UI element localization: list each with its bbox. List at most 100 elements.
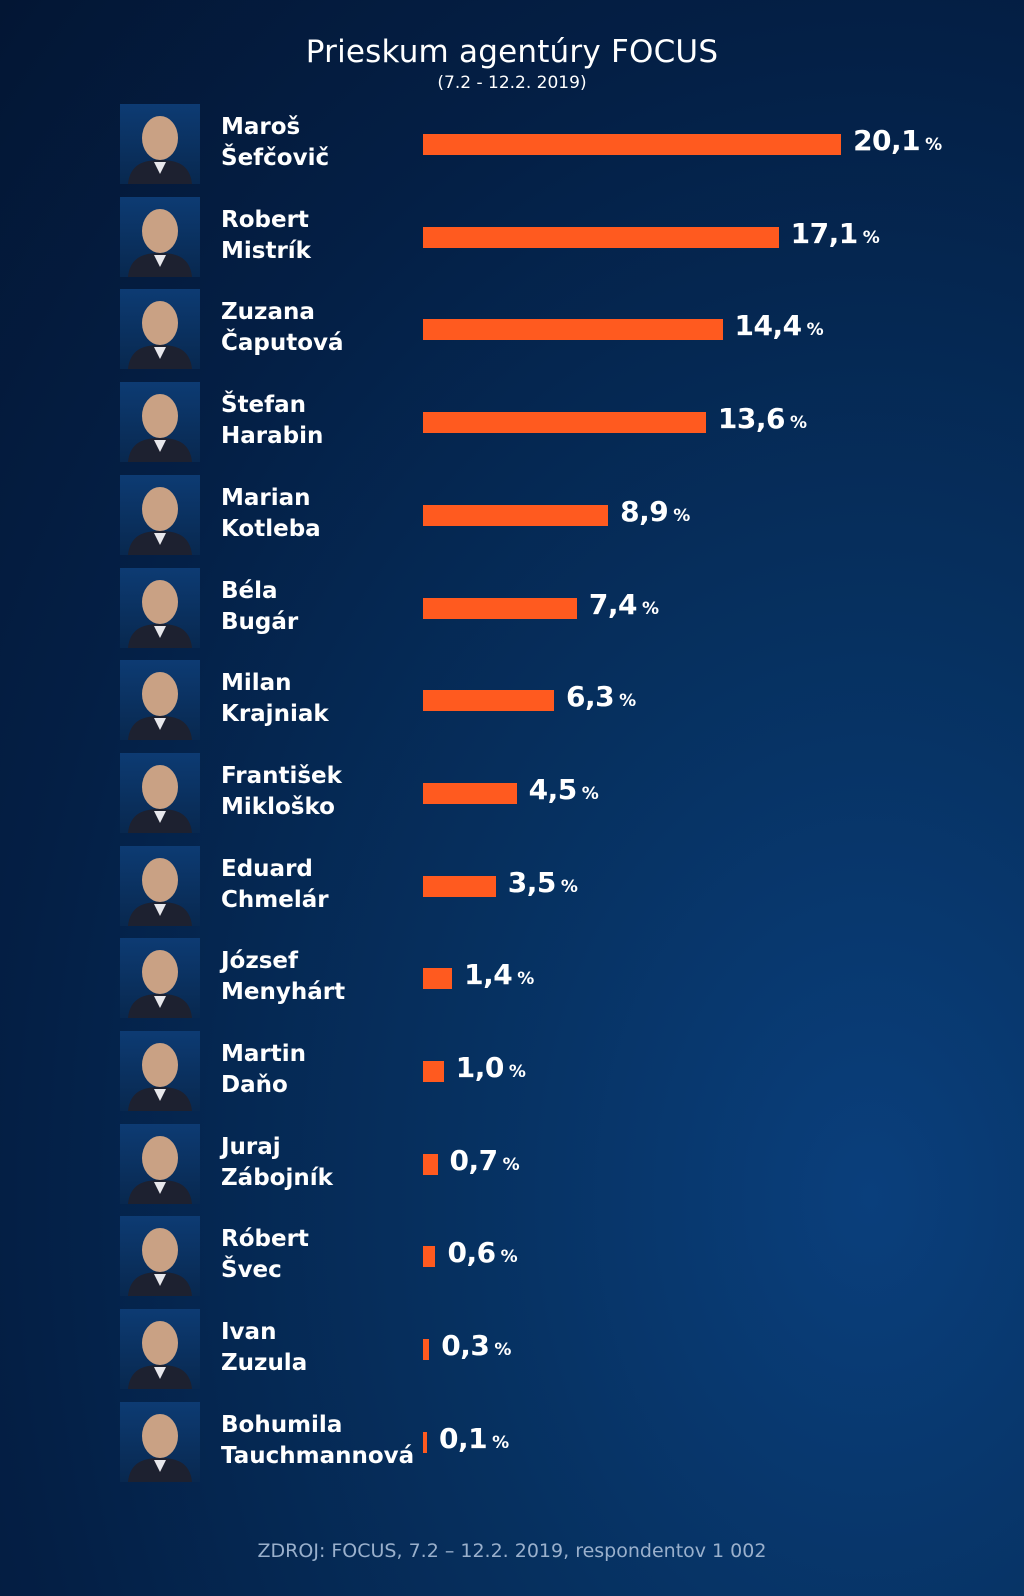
candidate-name: František Mikloško [221, 762, 342, 820]
percent-unit: % [619, 691, 636, 712]
value-label: 7,4% [589, 588, 659, 621]
candidate-row: Bohumila Tauchmannová 0,1% [0, 1401, 1024, 1482]
portrait-photo-icon [120, 1401, 200, 1482]
candidate-name: Bohumila Tauchmannová [221, 1411, 415, 1469]
percent-unit: % [806, 320, 824, 341]
candidate-name: Martin Daňo [221, 1041, 307, 1098]
value-label: 14,4% [735, 309, 824, 342]
portrait-photo-icon [120, 474, 200, 555]
value-label: 1,0% [456, 1051, 526, 1084]
percent-unit: % [508, 1062, 526, 1082]
candidate-name: Marian Kotleba [221, 484, 321, 542]
value-label: 0,6% [447, 1236, 517, 1269]
percent-unit: % [494, 1340, 511, 1361]
candidate-row: József Menyhárt 1,4% [0, 938, 1024, 1019]
bar [423, 1431, 427, 1453]
value-label: 6,3% [566, 680, 636, 713]
candidate-row: František Mikloško 4,5% [0, 752, 1024, 833]
percent-unit: % [789, 413, 807, 434]
candidate-name: Zuzana Čaputová [221, 299, 344, 357]
value-label: 1,4% [464, 958, 534, 991]
portrait-photo-icon [120, 752, 200, 833]
bar [423, 968, 453, 990]
value-number: 17,1 [790, 216, 859, 250]
value-label: 0,7% [450, 1144, 520, 1177]
value-label: 20,1% [853, 124, 942, 157]
candidate-row: Zuzana Čaputová 14,4% [0, 289, 1024, 370]
value-number: 8,9 [620, 494, 669, 528]
value-number: 0,7 [449, 1143, 499, 1177]
candidate-name: Béla Bugár [221, 577, 299, 635]
candidate-row: Štefan Harabin 13,6% [0, 382, 1024, 463]
portrait-photo-icon [120, 1123, 200, 1204]
candidate-name: Juraj Zábojník [221, 1133, 333, 1191]
value-number: 4,5 [528, 772, 578, 806]
portrait-photo-icon [120, 196, 200, 277]
portrait-photo-icon [120, 567, 200, 648]
percent-unit: % [560, 876, 578, 897]
candidate-row: Eduard Chmelár 3,5% [0, 845, 1024, 926]
bar [423, 134, 842, 155]
bar [423, 690, 555, 712]
percent-unit: % [862, 227, 880, 248]
portrait-photo-icon [120, 1309, 200, 1390]
value-label: 13,6% [718, 402, 807, 435]
value-number: 3,5 [507, 865, 557, 899]
chart-title: Prieskum agentúry FOCUS [305, 34, 719, 70]
candidate-name: Eduard Chmelár [221, 855, 329, 913]
percent-unit: % [581, 783, 599, 804]
candidate-row: Maroš Šefčovič 20,1% [0, 104, 1024, 184]
percent-unit: % [517, 969, 534, 990]
value-label: 17,1% [791, 217, 880, 250]
percent-unit: % [502, 1154, 520, 1175]
candidate-name: Štefan Harabin [221, 392, 324, 450]
bar [423, 1153, 438, 1175]
bar [423, 319, 723, 341]
value-number: 0,6 [447, 1236, 496, 1270]
value-number: 1,0 [455, 1051, 505, 1084]
value-number: 20,1 [853, 124, 921, 157]
value-label: 3,5% [508, 866, 578, 899]
portrait-photo-icon [120, 660, 200, 741]
bar [423, 504, 609, 526]
value-number: 0,1 [439, 1421, 488, 1455]
candidate-row: Martin Daňo 1,0% [0, 1031, 1024, 1111]
percent-unit: % [492, 1432, 509, 1453]
value-label: 0,1% [439, 1422, 509, 1455]
bar [423, 226, 779, 248]
bar [423, 412, 706, 434]
bar [423, 1061, 444, 1082]
portrait-photo-icon [120, 845, 200, 926]
portrait-photo-icon [120, 289, 200, 370]
value-label: 8,9% [620, 495, 690, 528]
portrait-photo-icon [120, 104, 200, 184]
portrait-photo-icon [120, 1216, 200, 1297]
percent-unit: % [500, 1247, 518, 1268]
value-label: 4,5% [529, 773, 599, 806]
source-note: ZDROJ: FOCUS, 7.2 – 12.2. 2019, responde… [257, 1540, 767, 1562]
candidate-row: Robert Mistrík 17,1% [0, 196, 1024, 277]
candidate-name: Robert Mistrík [221, 206, 311, 264]
candidate-row: Ivan Zuzula 0,3% [0, 1309, 1024, 1390]
portrait-photo-icon [120, 1031, 200, 1111]
value-number: 14,4 [734, 309, 803, 343]
percent-unit: % [673, 505, 690, 526]
candidate-name: Maroš Šefčovič [221, 114, 330, 171]
candidate-row: Juraj Zábojník 0,7% [0, 1123, 1024, 1204]
candidate-name: Ivan Zuzula [221, 1319, 308, 1377]
candidate-row: Róbert Švec 0,6% [0, 1216, 1024, 1297]
value-label: 0,3% [441, 1329, 511, 1362]
candidate-name: Róbert Švec [221, 1226, 309, 1284]
percent-unit: % [925, 135, 942, 155]
candidate-name: József Menyhárt [221, 948, 346, 1006]
value-number: 7,4 [588, 587, 638, 621]
chart-subtitle: (7.2 - 12.2. 2019) [437, 73, 587, 93]
candidate-row: Béla Bugár 7,4% [0, 567, 1024, 648]
portrait-photo-icon [120, 382, 200, 463]
candidate-row: Milan Krajniak 6,3% [0, 660, 1024, 741]
value-number: 0,3 [441, 1329, 490, 1363]
bar [423, 1246, 436, 1268]
portrait-photo-icon [120, 938, 200, 1019]
bar [423, 1339, 430, 1361]
